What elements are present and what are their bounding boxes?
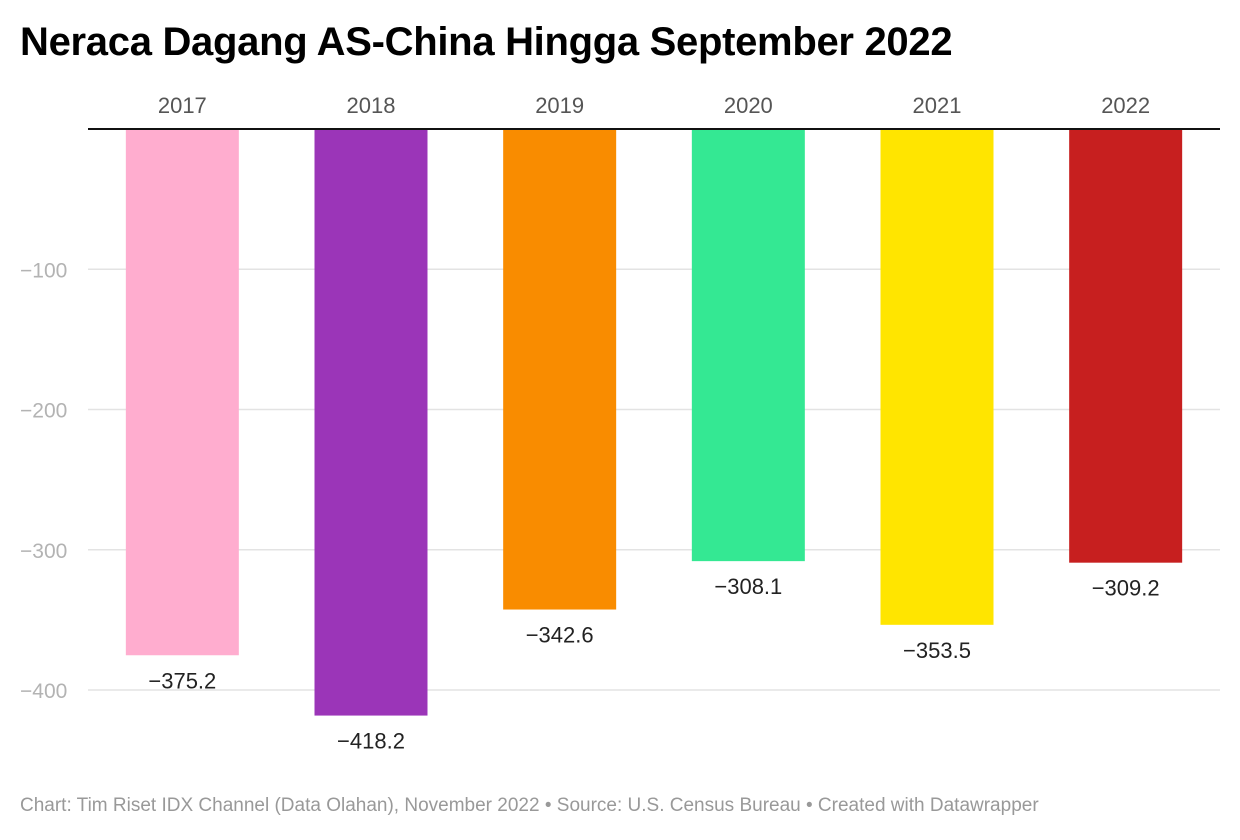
x-tick-label: 2022 <box>1101 93 1150 118</box>
data-label: −353.5 <box>903 638 971 663</box>
bars <box>125 129 1183 716</box>
x-tick-label: 2017 <box>158 93 207 118</box>
data-label: −342.6 <box>526 623 594 648</box>
bar-2021 <box>880 129 994 625</box>
bar-2018 <box>314 129 428 716</box>
bar-2019 <box>503 129 617 610</box>
bar-chart: −100 −200 −300 −400 2017 2018 2019 2020 2021 202… <box>20 93 1220 754</box>
data-label: −418.2 <box>337 729 405 754</box>
y-tick-label: −200 <box>20 400 67 423</box>
data-label: −308.1 <box>714 574 782 599</box>
y-tick-label: −100 <box>20 259 67 282</box>
bar-2020 <box>691 129 805 562</box>
data-labels: −375.2 −418.2 −342.6 −308.1 −353.5 −309.2 <box>148 574 1159 753</box>
x-tick-label: 2020 <box>724 93 773 118</box>
x-axis-tick-labels: 2017 2018 2019 2020 2021 2022 <box>158 93 1150 118</box>
y-tick-label: −300 <box>20 540 67 563</box>
x-tick-label: 2019 <box>535 93 584 118</box>
chart-title: Neraca Dagang AS-China Hingga September … <box>20 20 953 64</box>
x-tick-label: 2018 <box>347 93 396 118</box>
data-label: −309.2 <box>1092 576 1160 601</box>
bar-2017 <box>125 129 239 656</box>
data-label: −375.2 <box>148 668 216 693</box>
y-axis-tick-labels: −100 −200 −300 −400 <box>20 259 67 703</box>
chart-footer: Chart: Tim Riset IDX Channel (Data Olaha… <box>20 795 1039 816</box>
bar-2022 <box>1069 129 1183 563</box>
grid-lines <box>88 268 1220 691</box>
x-tick-label: 2021 <box>913 93 962 118</box>
y-tick-label: −400 <box>20 680 67 703</box>
